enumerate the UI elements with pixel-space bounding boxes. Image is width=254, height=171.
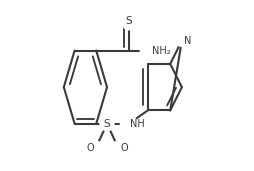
Circle shape [90,141,102,153]
Circle shape [140,41,160,61]
Text: N: N [184,36,191,46]
Text: NH: NH [130,119,145,129]
Text: NH₂: NH₂ [152,46,170,56]
Circle shape [120,115,137,132]
Circle shape [112,141,124,153]
Text: S: S [125,16,132,27]
Text: S: S [104,119,110,129]
Text: O: O [120,143,128,153]
Circle shape [123,18,134,30]
Text: O: O [86,143,94,153]
Circle shape [100,117,114,131]
Circle shape [176,35,188,46]
